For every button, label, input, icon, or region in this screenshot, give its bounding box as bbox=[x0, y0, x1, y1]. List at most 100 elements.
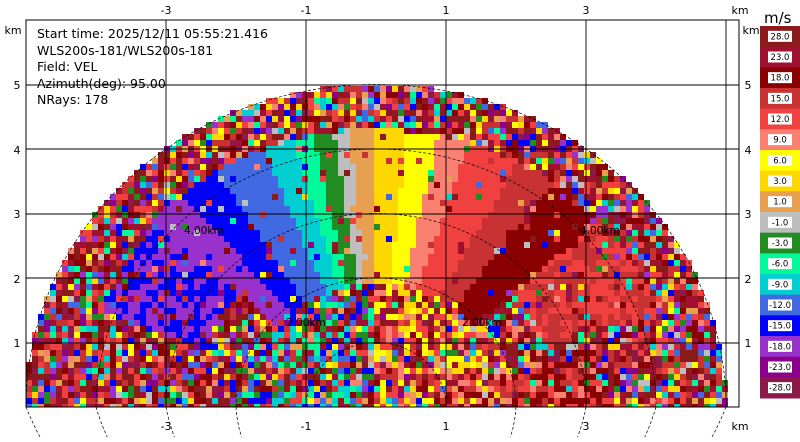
velocity-cell bbox=[296, 104, 302, 110]
velocity-cell bbox=[308, 116, 314, 122]
velocity-cell bbox=[476, 242, 482, 248]
velocity-cell bbox=[122, 326, 128, 332]
velocity-cell bbox=[242, 272, 248, 278]
velocity-cell bbox=[302, 356, 308, 362]
velocity-cell bbox=[374, 368, 380, 374]
velocity-cell bbox=[464, 248, 470, 254]
velocity-cell bbox=[482, 128, 488, 134]
velocity-cell bbox=[530, 224, 536, 230]
velocity-cell bbox=[536, 308, 542, 314]
velocity-cell bbox=[368, 272, 374, 278]
velocity-cell bbox=[188, 362, 194, 368]
velocity-cell bbox=[170, 308, 176, 314]
velocity-cell bbox=[146, 254, 152, 260]
velocity-cell bbox=[284, 302, 290, 308]
velocity-cell bbox=[290, 386, 296, 392]
velocity-cell bbox=[506, 248, 512, 254]
velocity-cell bbox=[242, 296, 248, 302]
velocity-cell bbox=[668, 404, 674, 407]
velocity-cell bbox=[260, 398, 266, 404]
velocity-cell bbox=[536, 284, 542, 290]
velocity-cell bbox=[110, 200, 116, 206]
velocity-cell bbox=[134, 404, 140, 407]
velocity-cell bbox=[128, 188, 134, 194]
velocity-cell bbox=[266, 386, 272, 392]
velocity-cell bbox=[68, 296, 74, 302]
velocity-cell bbox=[428, 404, 434, 407]
velocity-cell bbox=[302, 110, 308, 116]
velocity-cell bbox=[428, 290, 434, 296]
velocity-cell bbox=[398, 134, 404, 140]
velocity-cell bbox=[398, 188, 404, 194]
velocity-cell bbox=[404, 386, 410, 392]
velocity-cell bbox=[542, 260, 548, 266]
velocity-cell bbox=[290, 92, 296, 98]
velocity-cell bbox=[188, 272, 194, 278]
velocity-cell bbox=[692, 332, 698, 338]
velocity-cell bbox=[422, 236, 428, 242]
velocity-cell bbox=[194, 344, 200, 350]
velocity-cell bbox=[572, 254, 578, 260]
velocity-cell bbox=[188, 284, 194, 290]
velocity-cell bbox=[296, 218, 302, 224]
velocity-cell bbox=[212, 260, 218, 266]
velocity-cell bbox=[650, 398, 656, 404]
velocity-cell bbox=[338, 266, 344, 272]
velocity-cell bbox=[212, 320, 218, 326]
velocity-cell bbox=[572, 368, 578, 374]
velocity-cell bbox=[386, 122, 392, 128]
velocity-cell bbox=[590, 290, 596, 296]
velocity-cell bbox=[620, 272, 626, 278]
velocity-cell bbox=[164, 158, 170, 164]
velocity-cell bbox=[632, 224, 638, 230]
velocity-cell bbox=[536, 386, 542, 392]
velocity-cell bbox=[434, 368, 440, 374]
velocity-cell bbox=[548, 386, 554, 392]
velocity-cell bbox=[332, 98, 338, 104]
velocity-cell bbox=[164, 254, 170, 260]
velocity-cell bbox=[278, 248, 284, 254]
velocity-cell bbox=[392, 182, 398, 188]
velocity-cell bbox=[224, 260, 230, 266]
velocity-cell bbox=[548, 218, 554, 224]
velocity-cell bbox=[302, 212, 308, 218]
velocity-cell bbox=[80, 314, 86, 320]
velocity-cell bbox=[128, 176, 134, 182]
velocity-cell bbox=[620, 314, 626, 320]
velocity-cell bbox=[464, 242, 470, 248]
velocity-cell bbox=[182, 176, 188, 182]
velocity-cell bbox=[50, 314, 56, 320]
velocity-cell bbox=[698, 374, 704, 380]
velocity-cell bbox=[536, 314, 542, 320]
velocity-cell bbox=[698, 314, 704, 320]
velocity-cell bbox=[386, 350, 392, 356]
velocity-cell bbox=[434, 362, 440, 368]
velocity-cell bbox=[656, 386, 662, 392]
velocity-cell bbox=[368, 224, 374, 230]
velocity-cell bbox=[86, 398, 92, 404]
velocity-cell bbox=[536, 278, 542, 284]
velocity-cell bbox=[146, 242, 152, 248]
velocity-cell bbox=[566, 152, 572, 158]
velocity-cell bbox=[140, 308, 146, 314]
velocity-cell bbox=[704, 362, 710, 368]
velocity-cell bbox=[440, 392, 446, 398]
velocity-cell bbox=[362, 386, 368, 392]
velocity-cell bbox=[290, 176, 296, 182]
velocity-cell bbox=[218, 176, 224, 182]
velocity-cell bbox=[164, 200, 170, 206]
velocity-cell bbox=[98, 248, 104, 254]
velocity-cell bbox=[332, 194, 338, 200]
velocity-cell bbox=[230, 212, 236, 218]
velocity-cell bbox=[266, 206, 272, 212]
velocity-cell bbox=[224, 218, 230, 224]
velocity-cell bbox=[548, 284, 554, 290]
velocity-cell bbox=[302, 206, 308, 212]
velocity-cell bbox=[104, 248, 110, 254]
velocity-cell bbox=[224, 374, 230, 380]
velocity-cell bbox=[464, 386, 470, 392]
velocity-cell bbox=[146, 284, 152, 290]
velocity-cell bbox=[458, 272, 464, 278]
velocity-cell bbox=[440, 344, 446, 350]
velocity-cell bbox=[518, 140, 524, 146]
